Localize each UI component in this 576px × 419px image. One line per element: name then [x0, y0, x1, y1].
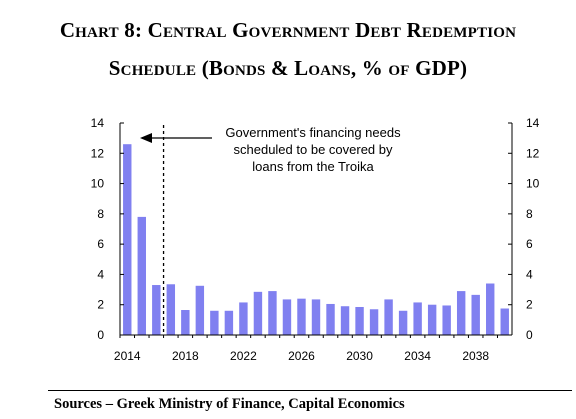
bar-2020 [210, 310, 219, 335]
x-tick-label-2014: 2014 [114, 349, 141, 363]
bar-2040 [500, 308, 509, 335]
bar-2034 [413, 302, 422, 335]
y-tick-label-right: 10 [526, 177, 540, 191]
bar-2021 [224, 310, 234, 335]
source-note: Sources – Greek Ministry of Finance, Cap… [54, 396, 405, 412]
annotation-text-line-1: Government's financing needs [225, 125, 401, 140]
annotation-group: Government's financing needs scheduled to… [140, 125, 401, 335]
bar-2036 [442, 305, 451, 335]
bar-2026 [297, 298, 306, 335]
bar-2019 [195, 285, 205, 335]
y-tick-label-right: 4 [526, 267, 533, 281]
bar-2038 [471, 294, 480, 335]
annotation-text-line-3: loans from the Troika [252, 159, 374, 174]
y-tick-label-right: 6 [526, 237, 533, 251]
x-tick-label-2026: 2026 [288, 349, 315, 363]
bar-2032 [384, 299, 393, 335]
bar-2017 [166, 284, 176, 335]
x-tick-label-2038: 2038 [462, 349, 489, 363]
source-divider [48, 390, 572, 391]
bar-2035 [427, 304, 437, 335]
y-tick-label-left: 0 [97, 328, 104, 342]
bar-2018 [181, 310, 190, 335]
x-tick-label-2034: 2034 [404, 349, 431, 363]
bar-2028 [326, 303, 335, 335]
bar-2016 [152, 285, 161, 335]
bar-2033 [398, 310, 408, 335]
bar-2039 [486, 283, 495, 335]
x-tick-label-2018: 2018 [172, 349, 199, 363]
bar-2029 [340, 306, 350, 335]
bar-2022 [239, 302, 248, 335]
bar-2030 [355, 306, 364, 335]
y-tick-label-left: 6 [97, 237, 104, 251]
y-tick-label-right: 12 [526, 146, 540, 160]
bar-2015 [137, 216, 146, 335]
bar-2025 [282, 299, 292, 335]
y-tick-label-left: 14 [91, 116, 105, 130]
annotation-arrowhead [140, 133, 152, 143]
y-tick-label-left: 8 [97, 207, 104, 221]
y-tick-label-left: 12 [91, 146, 105, 160]
y-tick-label-left: 10 [91, 177, 105, 191]
bar-2024 [268, 291, 277, 335]
bar-2014 [123, 144, 132, 335]
y-tick-label-left: 4 [97, 267, 104, 281]
y-tick-label-right: 0 [526, 328, 533, 342]
y-tick-label-right: 14 [526, 116, 540, 130]
axes-group: 0 0 2 2 4 4 6 6 8 8 10 10 12 12 14 14 2014 2018 2022 2026 20… [91, 116, 540, 363]
chart-title-line-2: Schedule (Bonds & Loans, % of GDP) [108, 56, 468, 80]
y-tick-label-right: 2 [526, 298, 533, 312]
y-tick-label-right: 8 [526, 207, 533, 221]
annotation-text-line-2: scheduled to be covered by [234, 142, 393, 157]
y-tick-label-left: 2 [97, 298, 104, 312]
bar-2031 [369, 309, 379, 335]
bar-2027 [311, 299, 321, 335]
bar-2023 [253, 291, 263, 335]
bar-group [123, 144, 509, 335]
x-tick-label-2022: 2022 [230, 349, 257, 363]
x-tick-label-2030: 2030 [346, 349, 373, 363]
chart-title-line-1: Chart 8: Central Government Debt Redempt… [59, 18, 517, 42]
bar-2037 [456, 291, 466, 335]
